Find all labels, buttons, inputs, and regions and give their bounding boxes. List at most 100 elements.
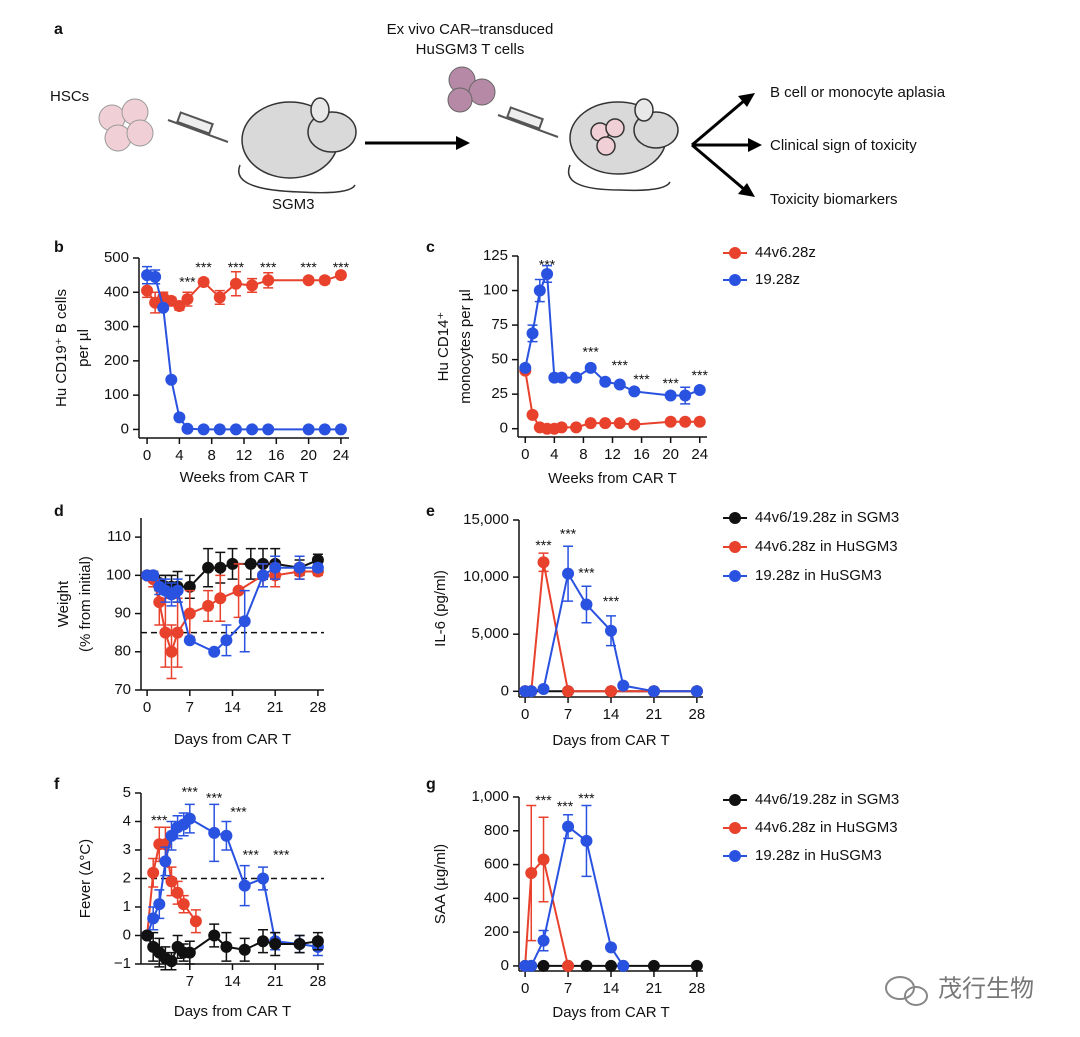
panel-label: f [54,776,60,793]
x-tick-label: 28 [689,706,706,723]
data-point [165,373,178,386]
y-tick-label: 2 [123,869,131,886]
x-tick-label: 21 [646,706,663,723]
data-point [570,421,583,434]
x-tick-label: 7 [186,973,194,990]
y-tick-label: 0 [121,420,129,437]
data-point [220,634,233,647]
data-point [584,361,597,374]
data-point [214,561,227,574]
data-point [293,938,306,951]
x-tick-label: 4 [175,447,183,464]
data-point [173,300,186,312]
outcome: Clinical sign of toxicity [770,137,917,154]
y-tick-label: 0 [501,682,509,699]
significance: *** [273,846,290,862]
data-point [647,685,660,698]
data-point [262,274,275,287]
data-point [693,384,706,397]
significance: *** [692,367,709,383]
data-point [183,580,196,593]
watermark: 茂行生物 [885,975,1034,1006]
chart-panel: g 0 200 400 600 800 1,000 0 7 14 21 28 Days from CAR… [426,776,899,1021]
legend-swatch [729,247,741,259]
significance: *** [195,259,212,275]
data-point [189,915,202,928]
data-point [690,685,703,698]
data-point [562,685,575,698]
x-tick-label: 0 [521,980,529,997]
data-point [605,685,617,698]
data-point [526,327,539,340]
x-tick-label: 28 [310,973,327,990]
significance: *** [583,343,600,359]
data-point [599,375,612,388]
data-point [171,584,184,597]
data-point [165,645,178,658]
data-point [262,423,275,436]
data-point [159,626,172,639]
data-point [165,955,178,968]
x-tick-label: 7 [564,706,572,723]
arrowheads [738,93,762,197]
data-point [244,557,257,570]
data-point [664,389,677,402]
y-axis-title: IL-6 (pg/ml) [432,570,449,647]
y-tick-label: 90 [114,605,131,622]
data-point [171,626,184,639]
data-point [246,423,259,436]
chart-panel: b 0 100 200 300 400 500 0 4 8 12 16 20 24 Weeks from C… [53,239,350,486]
x-tick-label: 0 [521,446,529,463]
data-point [229,277,242,290]
data-point [537,934,550,947]
data-point [311,935,324,948]
significance: *** [557,798,574,814]
data-point [647,959,660,972]
branch-arrows [691,98,752,192]
y-tick-label: 80 [114,643,131,660]
data-point [202,599,215,612]
y-tick-label: 200 [484,923,509,940]
data-point [220,940,233,953]
y-axis-title: Hu CD19⁺ B cells [53,289,70,407]
significance: *** [206,789,223,805]
data-point [238,943,251,956]
data-point [293,561,306,574]
y-tick-label: 125 [483,247,508,264]
data-point [220,829,233,842]
panel-label: a [54,21,63,38]
data-point [311,561,324,574]
x-tick-label: 16 [633,446,650,463]
data-point [257,569,269,582]
data-point [183,634,196,647]
legend-label: 44v6/19.28z in SGM3 [755,791,899,808]
data-point [525,685,538,698]
legend-swatch [729,822,741,834]
x-tick-label: 7 [564,980,572,997]
legend-label: 44v6/19.28z in SGM3 [755,509,899,526]
data-point [613,378,626,391]
data-point [159,855,172,868]
data-point [141,284,154,297]
x-tick-label: 14 [603,980,620,997]
syringe [497,106,559,138]
chart-panel: c 0 25 50 75 100 125 0 4 8 12 16 20 24 Weeks from CAR … [426,239,816,487]
data-point [238,615,251,628]
data-point [562,820,575,833]
y-tick-label: 5,000 [471,625,509,642]
data-point [183,946,196,959]
data-point [537,683,550,696]
legend-swatch [729,512,741,524]
data-point [617,959,630,972]
significance: *** [662,375,679,391]
y-tick-label: 3 [123,841,131,858]
data-point [213,291,226,304]
significance: *** [535,537,552,553]
watermark-text: 茂行生物 [938,975,1034,1002]
data-point [318,423,331,436]
data-point [157,301,170,314]
significance: *** [151,812,168,828]
data-point [580,959,593,972]
y-tick-label: −1 [114,955,131,972]
x-tick-label: 21 [267,973,284,990]
